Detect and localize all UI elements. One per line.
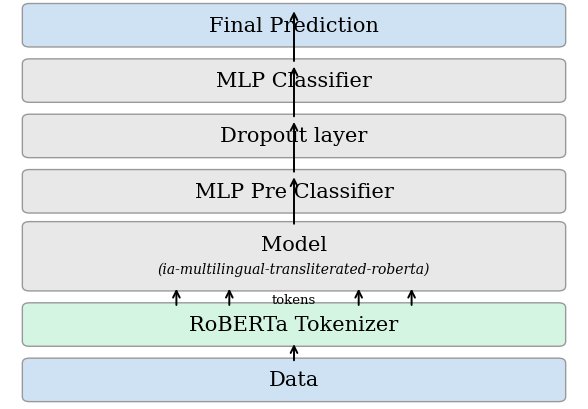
FancyBboxPatch shape <box>22 60 566 103</box>
Text: Model: Model <box>261 236 327 255</box>
Text: MLP Classifier: MLP Classifier <box>216 72 372 91</box>
FancyBboxPatch shape <box>22 4 566 48</box>
FancyBboxPatch shape <box>22 170 566 213</box>
Text: Data: Data <box>269 371 319 389</box>
Text: Final Prediction: Final Prediction <box>209 17 379 36</box>
Text: MLP Pre Classifier: MLP Pre Classifier <box>195 182 393 201</box>
FancyBboxPatch shape <box>22 358 566 402</box>
FancyBboxPatch shape <box>22 115 566 158</box>
Text: tokens: tokens <box>272 293 316 306</box>
Text: (ia-multilingual-transliterated-roberta): (ia-multilingual-transliterated-roberta) <box>158 262 430 276</box>
Text: Dropout layer: Dropout layer <box>220 127 368 146</box>
Text: RoBERTa Tokenizer: RoBERTa Tokenizer <box>189 315 399 334</box>
FancyBboxPatch shape <box>22 222 566 291</box>
FancyBboxPatch shape <box>22 303 566 346</box>
